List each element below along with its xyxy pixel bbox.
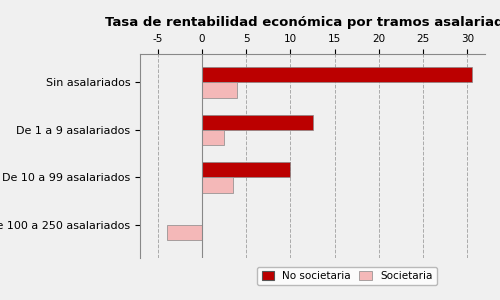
Title: Tasa de rentabilidad económica por tramos asalariados: Tasa de rentabilidad económica por tramo… — [104, 16, 500, 29]
Bar — [202, 115, 312, 130]
Bar — [202, 162, 290, 177]
Legend: No societaria, Societaria: No societaria, Societaria — [258, 267, 436, 285]
Bar — [202, 82, 237, 98]
Bar — [166, 225, 202, 240]
Bar — [202, 67, 471, 83]
Bar — [202, 177, 233, 193]
Bar — [202, 130, 224, 145]
